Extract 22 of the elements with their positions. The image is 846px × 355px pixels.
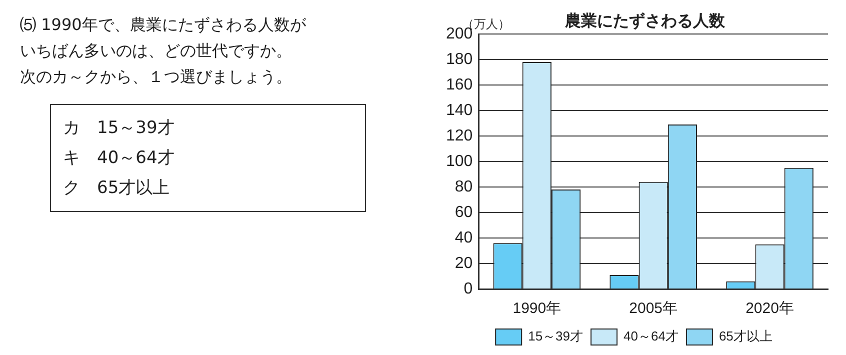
answer-choices-box: カ 15～39才 キ 40～64才 ク 65才以上 <box>50 104 366 212</box>
y-tick-label: 100 <box>446 152 473 170</box>
y-tick-label: 60 <box>454 204 473 221</box>
y-tick-label: 40 <box>454 229 473 246</box>
legend-label: 40～64才 <box>624 328 678 344</box>
text: 次のカ～クから、１つ選びましょう。 <box>20 66 293 88</box>
x-tick-label: 2005年 <box>629 300 678 318</box>
y-tick-label: 0 <box>464 280 473 298</box>
y-tick-label: 120 <box>446 127 473 144</box>
y-tick-label: 80 <box>454 178 473 196</box>
legend-label: 15～39才 <box>528 328 584 344</box>
legend-label: 65才以上 <box>718 328 772 344</box>
text: いちばん多いのは、どの世代ですか。 <box>20 40 293 62</box>
y-tick-label: 140 <box>446 102 473 119</box>
y-tick-label: 20 <box>454 254 473 272</box>
x-tick-label: 1990年 <box>512 300 562 318</box>
y-tick-label: 180 <box>446 50 473 68</box>
text: ⑸ 1990年で、農業にたずさわる人数が <box>20 14 306 36</box>
x-tick-label: 2020年 <box>746 300 794 318</box>
y-tick-label: 160 <box>446 76 473 94</box>
y-tick-label: 200 <box>446 25 473 42</box>
chart-title: 農業にたずさわる人数 <box>565 11 725 32</box>
